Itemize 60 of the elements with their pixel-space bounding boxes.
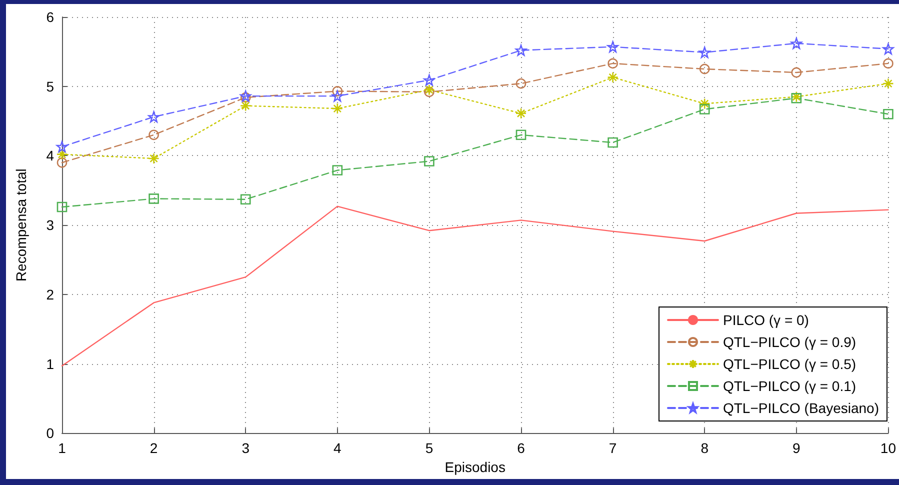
x-tick-label: 2 <box>150 440 158 456</box>
point <box>332 90 344 102</box>
x-tick-label: 7 <box>608 440 617 456</box>
x-tick-label: 4 <box>334 440 342 456</box>
point <box>148 130 159 140</box>
y-tick-label: 0 <box>46 425 54 442</box>
point <box>424 156 434 166</box>
point <box>424 74 435 86</box>
point <box>515 44 527 56</box>
y-axis-title: Recompensa total <box>13 168 29 282</box>
legend-label: PILCO (γ = 0) <box>722 312 809 328</box>
legend-label: QTL−PILCO (γ = 0.1) <box>722 378 856 394</box>
point <box>607 41 618 52</box>
point <box>791 67 802 78</box>
x-tick-label: 10 <box>880 440 896 456</box>
y-tick-label: 5 <box>46 78 54 94</box>
point <box>56 141 68 152</box>
point <box>56 157 68 168</box>
x-tick-label: 5 <box>425 440 434 456</box>
legend-label: QTL−PILCO (γ = 0.9) <box>722 334 856 350</box>
point <box>516 130 526 140</box>
point <box>148 111 160 123</box>
legend-label: QTL−PILCO (Bayesiano) <box>722 400 880 416</box>
point <box>608 137 618 148</box>
x-axis-title: Episodios <box>444 459 506 475</box>
y-tick-label: 6 <box>46 9 54 25</box>
point <box>424 84 435 96</box>
y-tick-label: 4 <box>46 148 54 164</box>
point <box>332 102 344 114</box>
point <box>698 46 710 58</box>
x-tick-label: 3 <box>242 440 250 456</box>
point <box>56 148 68 160</box>
y-tick-label: 2 <box>46 286 54 302</box>
point <box>882 43 894 55</box>
point <box>607 72 618 83</box>
x-tick-label: 6 <box>517 440 526 456</box>
point <box>56 202 68 212</box>
point <box>699 64 710 74</box>
point <box>516 78 526 89</box>
x-tick-label: 1 <box>58 440 66 456</box>
y-tick-label: 1 <box>46 356 54 372</box>
point <box>148 194 159 204</box>
point <box>883 58 894 69</box>
point <box>699 104 710 114</box>
y-tick-label: 3 <box>46 217 54 234</box>
point <box>883 108 894 120</box>
point <box>608 58 618 69</box>
point <box>515 108 527 120</box>
point <box>240 100 252 112</box>
point <box>332 165 343 176</box>
point <box>882 78 894 90</box>
legend-label: QTL−PILCO (γ = 0.5) <box>722 356 856 372</box>
point <box>424 86 434 98</box>
point <box>790 38 802 50</box>
point <box>240 194 251 205</box>
point <box>332 86 343 96</box>
point <box>698 98 710 110</box>
x-tick-label: 9 <box>792 440 801 456</box>
point <box>148 152 160 164</box>
x-tick-label: 8 <box>700 440 709 456</box>
